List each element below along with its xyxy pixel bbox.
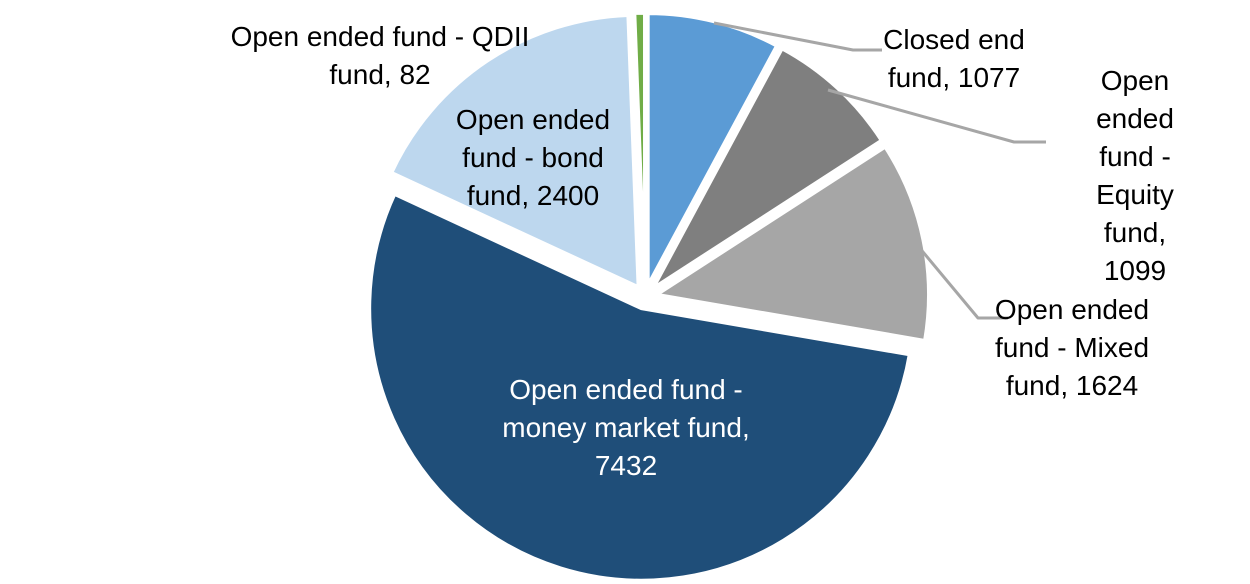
leader-line-closed-end-fund xyxy=(713,21,882,52)
pie-slice-open-ended-fund-qdii-fund xyxy=(632,11,647,287)
pie-slice-open-ended-fund-equity-fund xyxy=(651,46,884,290)
leader-line-mixed-fund xyxy=(906,233,1008,320)
pie-slice-open-ended-fund-money-market-fund xyxy=(367,192,912,583)
pie-slice-open-ended-fund-mixed-fund xyxy=(655,145,931,343)
pie-slice-open-ended-fund-bond-fund xyxy=(389,13,641,289)
leader-line-equity-fund xyxy=(827,88,1046,144)
